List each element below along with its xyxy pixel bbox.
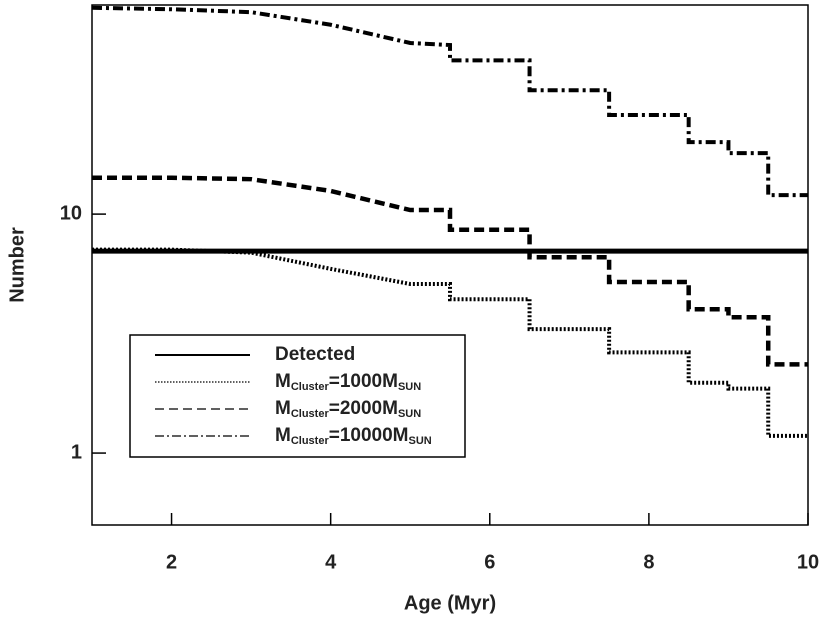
legend-text: M: [275, 398, 291, 419]
legend-subscript: Cluster: [291, 381, 330, 393]
legend-subscript: SUN: [398, 408, 421, 420]
legend-subscript: Cluster: [291, 435, 330, 447]
legend-label: MCluster=2000MSUN: [275, 398, 421, 420]
x-tick-label: 8: [643, 551, 654, 573]
legend-text: =1000M: [329, 371, 398, 392]
series-line: [92, 175, 808, 367]
plot-frame: [91, 4, 809, 526]
x-tick-label: 4: [325, 551, 337, 573]
legend-subscript: SUN: [398, 381, 421, 393]
legend-text: Detected: [275, 344, 355, 365]
legend-text: M: [275, 425, 291, 446]
series-line: [91, 5, 808, 198]
x-tick-label: 6: [484, 551, 495, 573]
x-axis-label: Age (Myr): [404, 592, 496, 614]
y-tick-label: 1: [71, 441, 82, 463]
legend-text: =10000M: [329, 425, 409, 446]
y-tick-label: 10: [60, 202, 82, 224]
x-tick-label: 10: [797, 551, 819, 573]
legend-label: MCluster=1000MSUN: [275, 371, 421, 393]
x-tick-label: 2: [166, 551, 177, 573]
legend-text: M: [275, 371, 291, 392]
legend-subscript: Cluster: [291, 408, 330, 420]
legend-text: =2000M: [329, 398, 398, 419]
legend-label: MCluster=10000MSUN: [275, 425, 432, 447]
y-axis-label: Number: [6, 227, 28, 303]
legend-label: Detected: [275, 344, 355, 365]
series-line: [92, 247, 808, 438]
legend-subscript: SUN: [409, 435, 432, 447]
